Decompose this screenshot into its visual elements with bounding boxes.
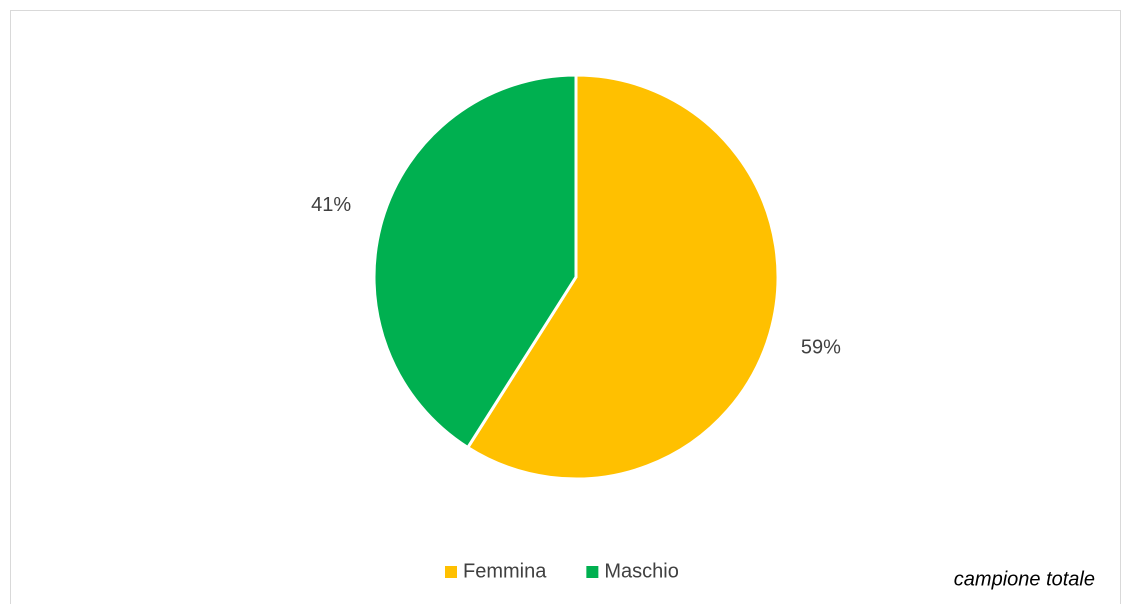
data-label: 41% — [311, 194, 351, 216]
legend-swatch — [586, 566, 599, 578]
pie-slice — [465, 73, 780, 481]
legend-label: Femmina — [463, 560, 547, 582]
legend-label: Maschio — [604, 560, 678, 582]
data-label: 59% — [801, 336, 841, 358]
pie-slice — [372, 73, 578, 450]
legend-swatch — [445, 566, 457, 578]
annotation: campione totale — [954, 568, 1095, 590]
